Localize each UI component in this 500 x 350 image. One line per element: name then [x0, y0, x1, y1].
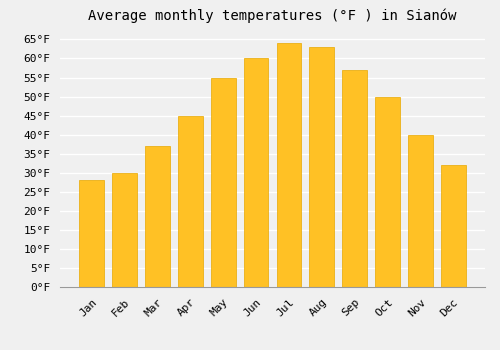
Bar [145, 146, 170, 287]
Bar [178, 116, 203, 287]
Bar [441, 165, 466, 287]
Bar [276, 43, 301, 287]
Bar [244, 58, 268, 287]
Bar [310, 47, 334, 287]
Bar [342, 70, 367, 287]
Bar [80, 180, 104, 287]
Bar [112, 173, 137, 287]
Bar [408, 135, 433, 287]
Bar [376, 97, 400, 287]
Title: Average monthly temperatures (°F ) in Sianów: Average monthly temperatures (°F ) in Si… [88, 8, 457, 23]
Bar [211, 77, 236, 287]
